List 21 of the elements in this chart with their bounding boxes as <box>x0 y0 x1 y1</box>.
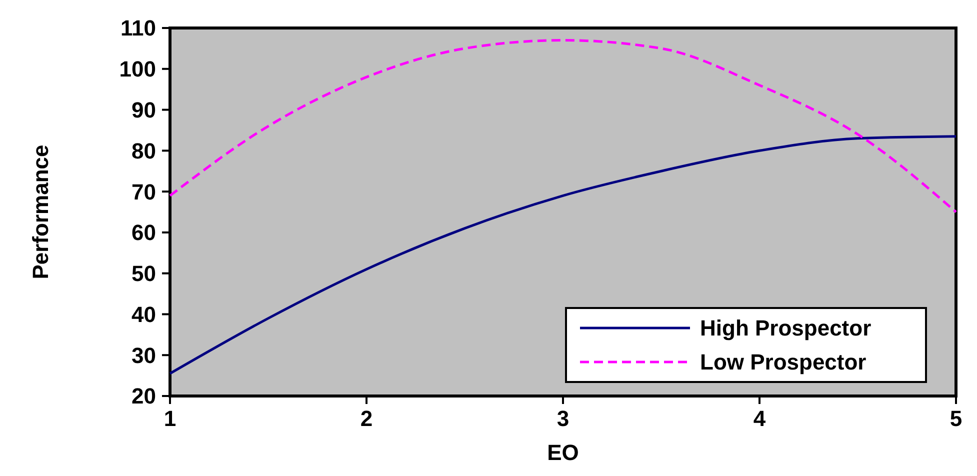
y-tick-label: 90 <box>132 97 156 122</box>
line-series <box>168 135 958 375</box>
y-axis-title: Performance <box>28 144 53 280</box>
y-tick-label: 50 <box>132 261 156 286</box>
y-tick-label: 30 <box>132 342 156 368</box>
x-tick-label: 1 <box>164 406 176 431</box>
x-tick-label: 4 <box>753 406 766 431</box>
y-tick-label: 20 <box>132 384 156 409</box>
y-tick-label: 100 <box>119 56 156 82</box>
line-series <box>168 39 958 214</box>
y-tick-label: 70 <box>132 179 156 204</box>
legend-label: High Prospector <box>700 316 872 341</box>
y-tick-label: 60 <box>132 220 156 246</box>
x-tick-label: 5 <box>950 406 962 431</box>
y-tick-label: 80 <box>132 138 156 164</box>
legend-label: Low Prospector <box>700 350 867 375</box>
y-tick-label: 110 <box>120 16 156 41</box>
y-tick-label: 40 <box>132 302 156 327</box>
x-tick-label: 2 <box>360 406 373 431</box>
x-tick-label: 3 <box>556 406 570 431</box>
x-axis-title: EO <box>547 440 579 465</box>
